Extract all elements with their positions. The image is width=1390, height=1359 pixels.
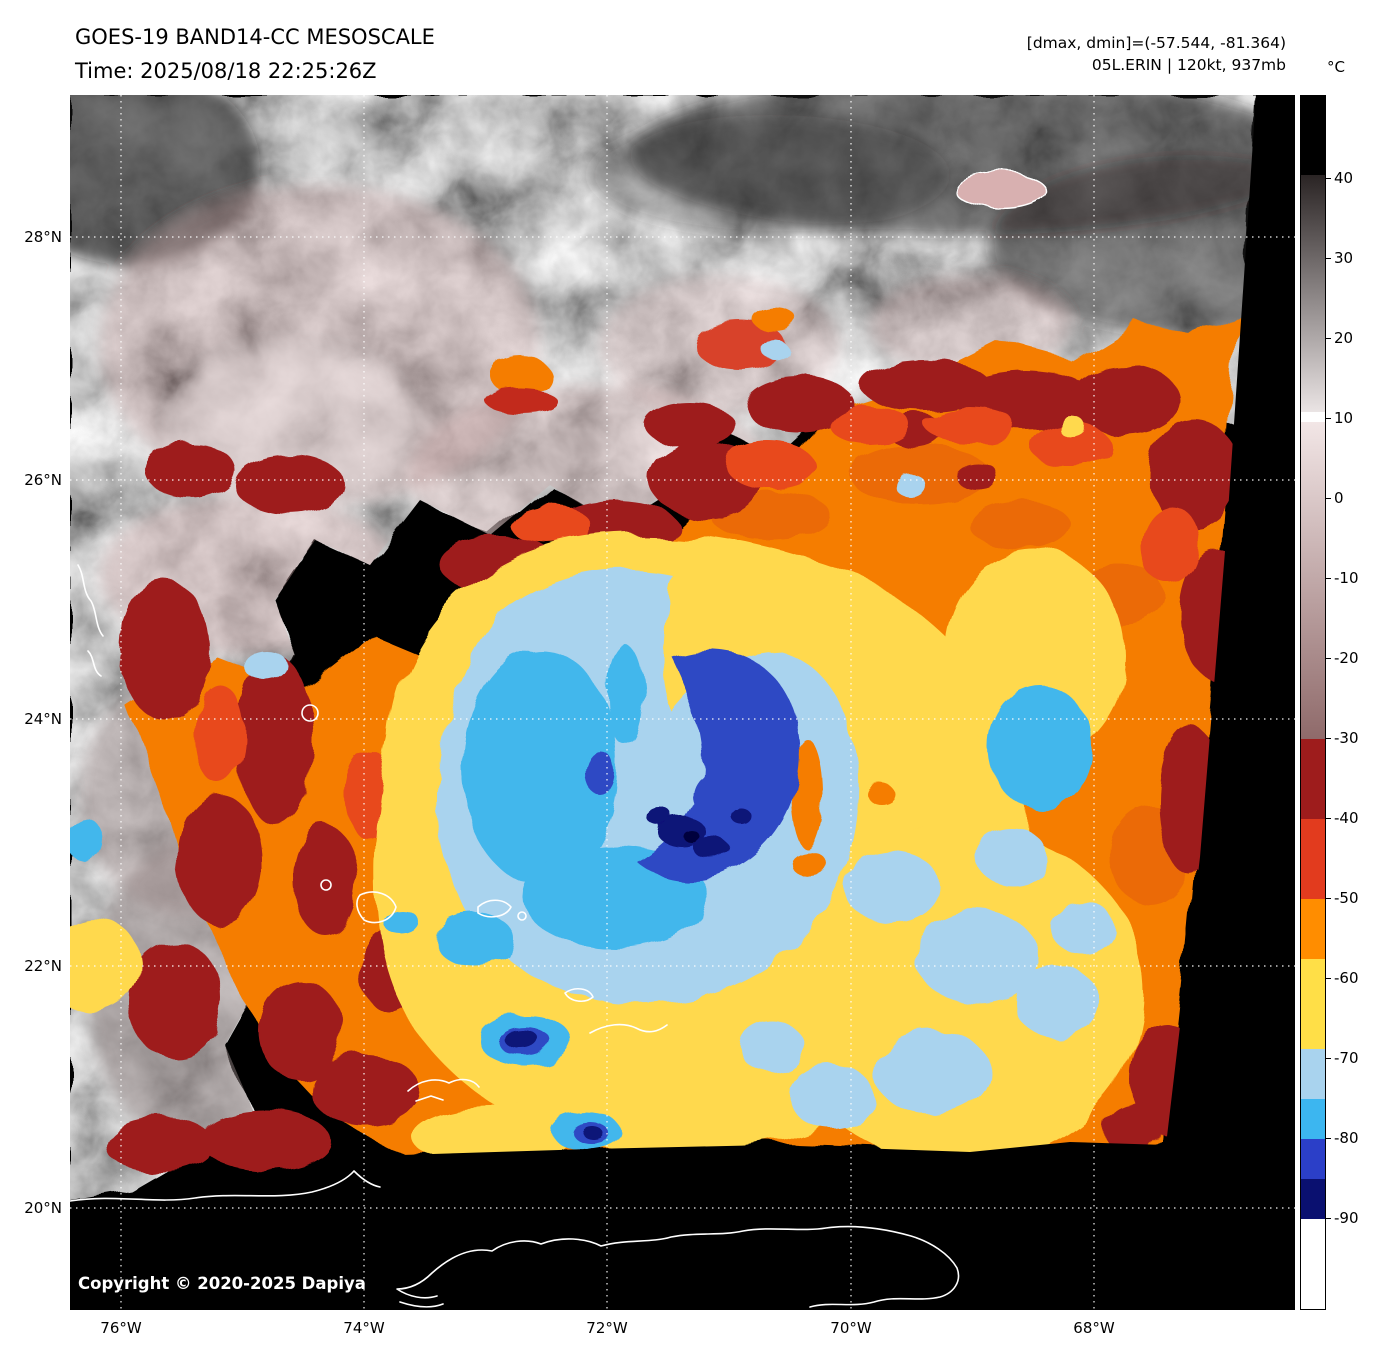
lat-label-22n: 22°N (24, 957, 62, 975)
colorbar-tick (1326, 258, 1331, 259)
colorbar-tick-label: -80 (1334, 1129, 1359, 1147)
colorbar-tick-label: -90 (1334, 1209, 1359, 1227)
island-outline-small-2 (301, 704, 319, 722)
satellite-map (47, 95, 1295, 1310)
colorbar-tick-label: -50 (1334, 889, 1359, 907)
lon-label-76w: 76°W (100, 1319, 142, 1337)
colorbar-tick (1326, 738, 1331, 739)
map-area (47, 95, 1295, 1310)
storm-info: 05L.ERIN | 120kt, 937mb (1091, 56, 1286, 74)
lon-label-72w: 72°W (586, 1319, 628, 1337)
navy-layer (505, 807, 750, 1138)
colorbar-tick (1326, 178, 1331, 179)
colorbar-tick (1326, 1138, 1331, 1139)
colorbar-tick-label: 20 (1334, 329, 1354, 347)
embedded-warm-spots (484, 171, 1086, 437)
header-title-block: GOES-19 BAND14-CC MESOSCALE Time: 2025/0… (75, 20, 435, 88)
lat-label-24n: 24°N (24, 710, 62, 728)
lat-label-26n: 26°N (24, 471, 62, 489)
sector-edge-mask (70, 95, 1295, 1310)
colorbar-tick-label: -60 (1334, 969, 1359, 987)
colorbar-tick-label: -70 (1334, 1049, 1359, 1067)
colorbar-unit-label: °C (1327, 58, 1345, 76)
colorbar-tick (1326, 578, 1331, 579)
colorbar-tick (1326, 978, 1331, 979)
copyright-text: Copyright © 2020-2025 Dapiya (78, 1274, 366, 1293)
timestamp: Time: 2025/08/18 22:25:26Z (75, 59, 377, 83)
header-info-block: [dmax, dmin]=(-57.544, -81.364) 05L.ERIN… (1027, 32, 1286, 76)
island-outline-small-1 (517, 911, 527, 921)
page-title: GOES-19 BAND14-CC MESOSCALE (75, 25, 435, 49)
colorbar-tick (1326, 498, 1331, 499)
cuba-coastline (69, 1170, 381, 1202)
colorbar-tick (1326, 338, 1331, 339)
island-outlines (77, 564, 668, 1102)
hispaniola-coastline (396, 1225, 960, 1308)
colorbar-tick-label: 0 (1334, 489, 1344, 507)
graticule (70, 95, 1295, 1310)
island-outline-small-3 (320, 879, 332, 891)
colorbar-tick-label: 40 (1334, 169, 1354, 187)
colorbar-tick-label: 10 (1334, 409, 1354, 427)
colorbar-tick (1326, 1058, 1331, 1059)
colorbar-tick (1326, 1218, 1331, 1219)
lon-label-70w: 70°W (830, 1319, 872, 1337)
cyan-layer (67, 645, 1092, 1148)
colorbar (1300, 95, 1326, 1310)
lon-label-68w: 68°W (1073, 1319, 1115, 1337)
colorbar-tick (1326, 658, 1331, 659)
lon-label-74w: 74°W (343, 1319, 385, 1337)
coastlines (69, 564, 960, 1308)
colorbar-tick-label: -10 (1334, 569, 1359, 587)
lat-label-20n: 20°N (24, 1199, 62, 1217)
colorbar-tick-label: 30 (1334, 249, 1354, 267)
colorbar-tick (1326, 818, 1331, 819)
dmax-dmin-readout: [dmax, dmin]=(-57.544, -81.364) (1026, 34, 1286, 52)
lat-label-28n: 28°N (24, 228, 62, 246)
colorbar-tick-label: -40 (1334, 809, 1359, 827)
colorbar-tick-label: -30 (1334, 729, 1359, 747)
colorbar-tick-label: -20 (1334, 649, 1359, 667)
colorbar-tick (1326, 418, 1331, 419)
colorbar-tick (1326, 898, 1331, 899)
